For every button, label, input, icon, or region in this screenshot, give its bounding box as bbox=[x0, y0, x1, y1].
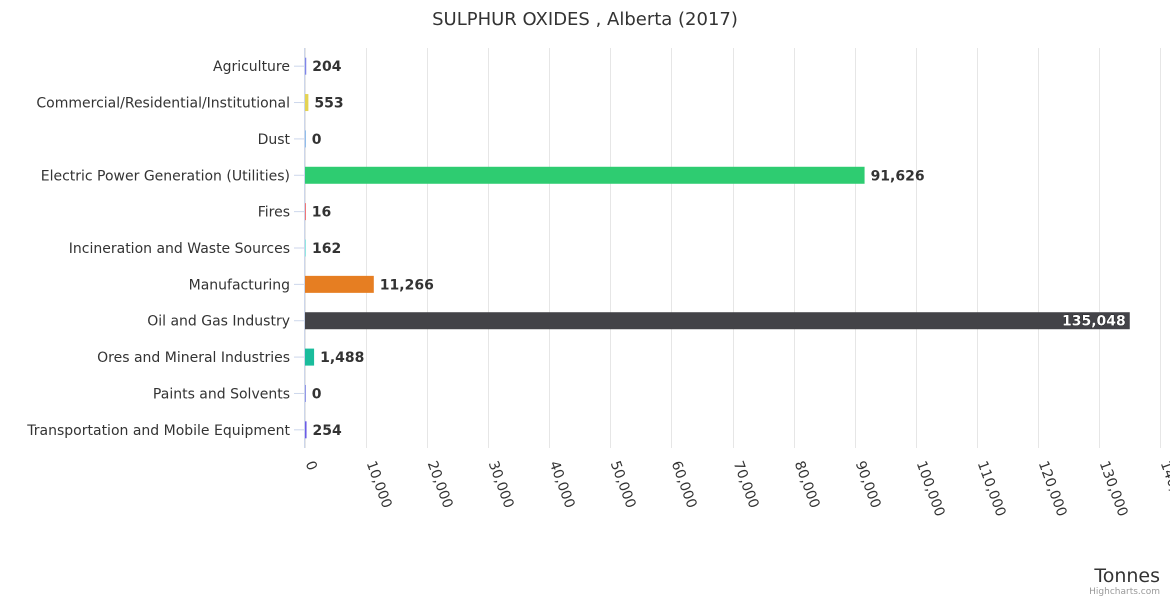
bar[interactable] bbox=[305, 312, 1130, 330]
chart-title: SULPHUR OXIDES , Alberta (2017) bbox=[432, 9, 738, 30]
bar[interactable] bbox=[305, 203, 306, 221]
bar[interactable] bbox=[305, 94, 309, 112]
data-label: 16 bbox=[312, 205, 331, 221]
bar[interactable] bbox=[305, 166, 865, 184]
credits[interactable]: Highcharts.com bbox=[1089, 587, 1160, 597]
x-tick-label: 80,000 bbox=[791, 459, 823, 511]
category-label: Incineration and Waste Sources bbox=[69, 241, 290, 257]
data-label: 91,626 bbox=[871, 168, 925, 184]
x-tick-label: 30,000 bbox=[485, 459, 517, 511]
data-label: 11,266 bbox=[380, 277, 434, 293]
category-label: Paints and Solvents bbox=[153, 386, 290, 402]
tick-labels: 0 10,000 20,000 30,000 40,000 50,000 60,000 70,… bbox=[302, 459, 1170, 519]
bar[interactable] bbox=[305, 421, 307, 439]
data-label: 254 bbox=[313, 423, 342, 439]
data-label: 553 bbox=[314, 96, 343, 112]
x-tick-label: 0 bbox=[302, 459, 320, 473]
data-label: 0 bbox=[312, 386, 322, 402]
category-label: Ores and Mineral Industries bbox=[97, 350, 290, 366]
x-tick-label: 130,000 bbox=[1096, 459, 1131, 519]
bar[interactable] bbox=[305, 57, 307, 75]
data-label: 204 bbox=[312, 59, 341, 75]
data-label: 162 bbox=[312, 241, 341, 257]
data-label: 135,048 bbox=[1062, 314, 1126, 330]
x-tick-label: 100,000 bbox=[913, 459, 948, 519]
category-label: Electric Power Generation (Utilities) bbox=[41, 168, 290, 184]
bars bbox=[305, 57, 1130, 439]
category-label: Oil and Gas Industry bbox=[147, 314, 290, 330]
category-label: Agriculture bbox=[213, 59, 290, 75]
category-label: Fires bbox=[258, 205, 290, 221]
x-tick-label: 40,000 bbox=[546, 459, 578, 511]
x-tick-label: 20,000 bbox=[424, 459, 456, 511]
bar[interactable] bbox=[305, 275, 374, 293]
x-tick-label: 60,000 bbox=[668, 459, 700, 511]
x-tick-label: 120,000 bbox=[1035, 459, 1070, 519]
bar[interactable] bbox=[305, 384, 306, 402]
bar[interactable] bbox=[305, 239, 306, 257]
x-tick-label: 110,000 bbox=[974, 459, 1009, 519]
bar[interactable] bbox=[305, 348, 315, 366]
category-label: Manufacturing bbox=[189, 277, 290, 293]
category-label: Transportation and Mobile Equipment bbox=[26, 423, 290, 439]
x-axis-title: Tonnes bbox=[1093, 565, 1160, 587]
data-label: 1,488 bbox=[320, 350, 364, 366]
category-label: Dust bbox=[258, 132, 291, 148]
x-tick-label: 90,000 bbox=[852, 459, 884, 511]
data-labels: 204 553 0 91,626 16 162 11,266 135,048 1,488 0 254 bbox=[312, 59, 1126, 439]
gridlines bbox=[305, 48, 1161, 448]
x-tick-label: 70,000 bbox=[730, 459, 762, 511]
data-label: 0 bbox=[312, 132, 322, 148]
category-labels: Agriculture Commercial/Residential/Instit… bbox=[26, 59, 304, 439]
x-tick-label: 10,000 bbox=[363, 459, 395, 511]
bar[interactable] bbox=[305, 130, 306, 148]
x-tick-label: 50,000 bbox=[607, 459, 639, 511]
category-label: Commercial/Residential/Institutional bbox=[36, 96, 290, 112]
x-tick-label: 140,000 bbox=[1157, 459, 1170, 519]
